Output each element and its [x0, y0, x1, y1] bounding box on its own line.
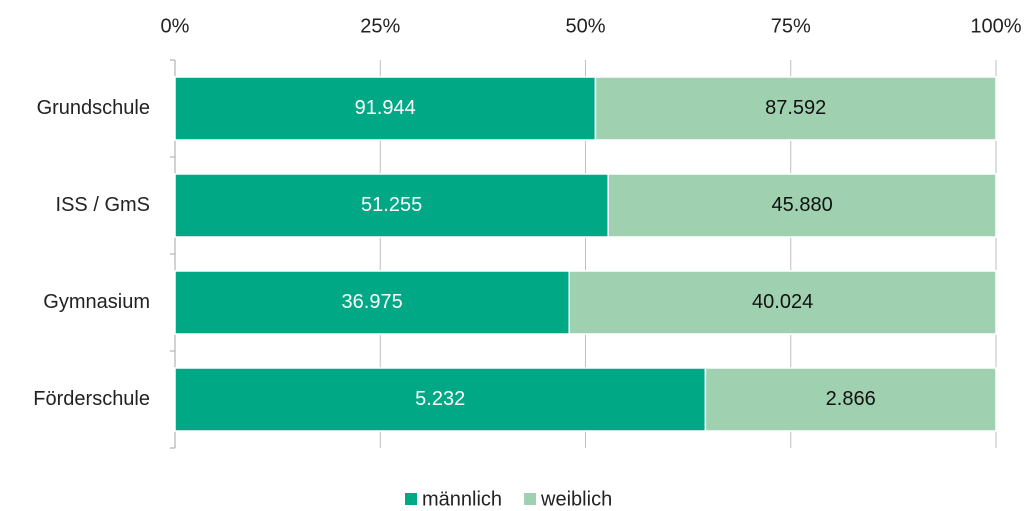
bar-segment	[174, 367, 707, 432]
x-tick-label: 0%	[161, 15, 190, 37]
legend-swatch	[524, 493, 537, 505]
y-tick-label: Gymnasium	[43, 291, 150, 313]
bar-segment	[568, 270, 997, 335]
data-label: 87.592	[765, 97, 826, 119]
data-label: 91.944	[355, 97, 416, 119]
legend-swatch	[405, 493, 417, 505]
legend-label: männlich	[422, 488, 502, 510]
x-tick-label: 75%	[771, 15, 811, 37]
bar-segment	[594, 76, 997, 141]
x-tick-label: 25%	[360, 15, 400, 37]
data-label: 51.255	[361, 194, 422, 216]
bar-segment	[174, 76, 597, 141]
x-tick-label: 100%	[970, 15, 1021, 37]
data-label: 36.975	[342, 291, 403, 313]
data-label: 5.232	[415, 388, 465, 410]
legend-label: weiblich	[540, 488, 612, 510]
bar-segment	[174, 173, 609, 238]
y-tick-label: Förderschule	[33, 388, 150, 410]
y-tick-label: Grundschule	[37, 97, 150, 119]
bar-segment	[607, 173, 997, 238]
data-label: 45.880	[772, 194, 833, 216]
x-tick-label: 50%	[565, 15, 605, 37]
bar-segment	[704, 367, 997, 432]
y-tick-label: ISS / GmS	[56, 194, 150, 216]
bar-segment	[174, 270, 570, 335]
data-label: 40.024	[752, 291, 813, 313]
data-label: 2.866	[826, 388, 876, 410]
